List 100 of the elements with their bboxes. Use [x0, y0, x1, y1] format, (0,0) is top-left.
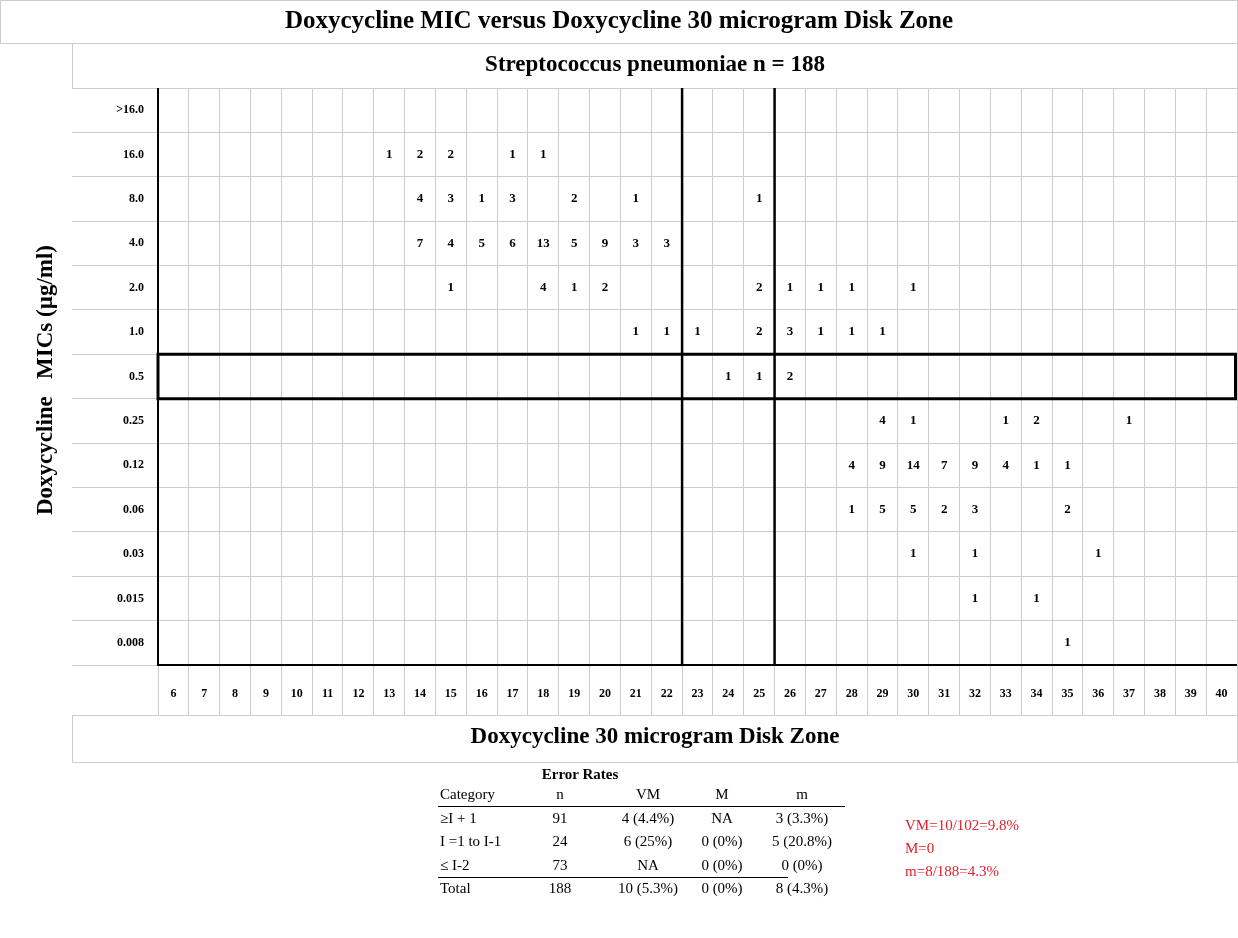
data-label: 1 — [509, 145, 516, 161]
text: NA — [711, 810, 733, 826]
x-tick-label: 26 — [783, 686, 796, 701]
data-label: 1 — [755, 367, 763, 383]
data-label: 1 — [725, 367, 732, 383]
text: Total — [440, 880, 471, 897]
data-label: 1 — [663, 323, 670, 339]
x-tick-label: 29 — [876, 686, 889, 701]
y-tick-label: >16.0 — [116, 102, 144, 117]
data-label: 1 — [1095, 545, 1102, 561]
text: 0 (0%) — [701, 833, 743, 849]
data-label: 1 — [447, 279, 455, 295]
y-tick-label: 0.5 — [129, 368, 144, 383]
y-tick-label: 0.015 — [117, 590, 144, 605]
text: 8 (4.3%) — [774, 880, 830, 897]
data-label: 1 — [694, 323, 701, 339]
data-label: 14 — [906, 456, 921, 472]
data-label: 1 — [570, 279, 578, 295]
data-label: 3 — [786, 323, 794, 339]
x-tick-label: 11 — [321, 686, 334, 701]
data-label: 2 — [1064, 501, 1071, 517]
text: ≤ I-2 — [440, 857, 470, 874]
data-label: 1 — [1033, 589, 1040, 605]
data-label: 1 — [755, 190, 763, 206]
text: 0 (0%) — [701, 880, 743, 896]
data-label: 1 — [817, 323, 825, 339]
data-label: 2 — [570, 190, 578, 206]
data-label: 5 — [570, 234, 578, 250]
data-label: 9 — [601, 234, 609, 250]
data-label: 1 — [786, 279, 794, 295]
text: 73 — [551, 857, 569, 874]
data-label: 2 — [755, 279, 763, 295]
text: M=0 — [905, 840, 935, 857]
text: Category — [440, 786, 495, 803]
x-tick-label: 12 — [352, 686, 365, 701]
x-tick-label: 40 — [1215, 686, 1228, 701]
x-tick-label: 27 — [814, 686, 827, 701]
data-label: 1 — [1002, 412, 1010, 428]
data-label: 1 — [971, 589, 979, 605]
data-label: 1 — [385, 145, 393, 161]
data-label: 2 — [601, 279, 609, 295]
data-label: 5 — [910, 501, 918, 517]
data-label: 9 — [879, 456, 887, 472]
text: 3 (3.3%) — [774, 810, 830, 827]
text: 10 (5.3%) — [618, 880, 678, 896]
data-label: 2 — [447, 145, 455, 161]
y-tick-label: 1.0 — [129, 324, 144, 339]
x-tick-label: 37 — [1123, 686, 1136, 701]
x-tick-label: 24 — [722, 686, 735, 701]
data-label: 1 — [540, 145, 547, 161]
data-label: 3 — [447, 190, 455, 206]
text: VM — [634, 786, 662, 803]
text: 24 — [551, 833, 569, 850]
x-tick-label: 33 — [999, 686, 1012, 701]
x-tick-label: 23 — [691, 686, 704, 701]
data-label: 3 — [632, 234, 640, 250]
y-tick-label: 2.0 — [129, 279, 144, 294]
y-axis-title: Doxycycline MICs (µg/ml) — [32, 244, 58, 516]
data-label: 1 — [817, 279, 825, 295]
y-tick-label: 0.06 — [123, 501, 144, 516]
text: Error Rates — [540, 766, 620, 783]
x-tick-label: 21 — [629, 686, 642, 701]
text: 0 (0%) — [780, 857, 824, 874]
data-label: 3 — [509, 190, 517, 206]
data-label: 9 — [971, 456, 979, 472]
data-label: 1 — [632, 323, 640, 339]
x-tick-label: 13 — [383, 686, 396, 701]
chart-subtitle: Streptococcus pneumoniae n = 188 — [484, 51, 826, 77]
text: ≥I + 1 — [440, 810, 477, 827]
data-label: 2 — [786, 367, 794, 383]
x-tick-label: 8 — [232, 686, 239, 701]
data-label: 1 — [1033, 456, 1040, 472]
x-tick-label: 35 — [1061, 686, 1074, 701]
data-label: 1 — [910, 279, 917, 295]
text: VM=10/102=9.8% — [905, 817, 1020, 834]
data-label: 4 — [416, 190, 424, 206]
x-tick-label: 15 — [444, 686, 457, 701]
data-label: 13 — [536, 234, 551, 250]
data-label: 1 — [910, 412, 917, 428]
text: m — [795, 786, 809, 803]
text: I =1 to I-1 — [440, 833, 502, 850]
y-tick-label: 16.0 — [123, 146, 144, 161]
x-tick-label: 9 — [262, 686, 269, 701]
x-tick-label: 39 — [1184, 686, 1197, 701]
x-tick-label: 36 — [1092, 686, 1105, 701]
y-tick-label: 0.12 — [123, 457, 144, 472]
x-tick-label: 16 — [475, 686, 488, 701]
data-label: 2 — [1033, 412, 1040, 428]
x-tick-label: 30 — [907, 686, 920, 701]
chart-title: Doxycycline MIC versus Doxycycline 30 microgram Disk Zone — [283, 6, 955, 34]
x-tick-label: 25 — [753, 686, 766, 701]
text: 4 (4.4%) — [620, 810, 676, 827]
text: 188 — [548, 880, 572, 896]
data-label: 2 — [416, 145, 424, 161]
x-tick-label: 31 — [938, 686, 951, 701]
data-label: 1 — [1125, 412, 1133, 428]
data-label: 1 — [910, 545, 917, 561]
data-label: 1 — [971, 545, 979, 561]
x-tick-label: 38 — [1153, 686, 1166, 701]
y-tick-label: 0.03 — [123, 546, 144, 561]
